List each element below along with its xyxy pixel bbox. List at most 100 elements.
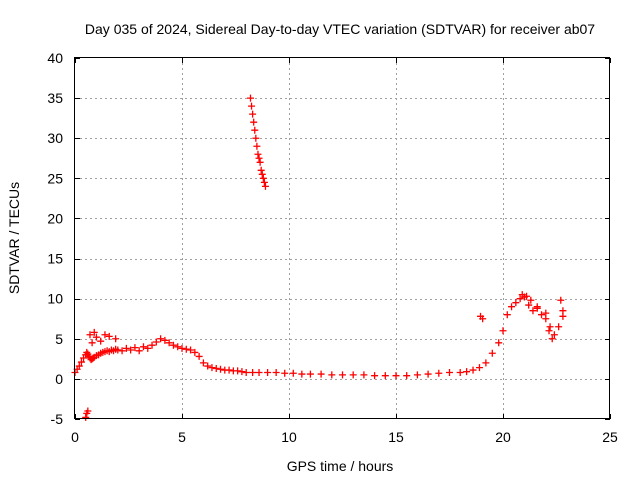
data-point (523, 292, 531, 300)
y-axis-label: SDTVAR / TECUs (6, 182, 22, 294)
data-point (191, 348, 199, 356)
data-point (199, 359, 207, 367)
data-point (328, 371, 336, 379)
data-point (165, 339, 173, 347)
data-point (381, 372, 389, 380)
data-point (559, 312, 567, 320)
data-point (253, 142, 261, 150)
data-point (97, 337, 105, 345)
data-point (255, 154, 263, 162)
data-point (254, 150, 262, 158)
data-point (82, 413, 90, 421)
data-point (261, 182, 269, 190)
data-point (252, 134, 260, 142)
data-point (118, 347, 126, 355)
data-point (157, 335, 165, 343)
data-points (71, 94, 567, 421)
data-point (112, 335, 120, 343)
data-point (529, 307, 537, 315)
data-point (182, 345, 190, 353)
y-tick-label: -5 (51, 411, 64, 427)
data-point (259, 174, 267, 182)
data-point (542, 309, 550, 317)
data-point (525, 301, 533, 309)
data-point (555, 323, 563, 331)
data-point (251, 126, 259, 134)
data-point (250, 118, 258, 126)
data-point (488, 349, 496, 357)
data-point (482, 359, 490, 367)
data-point (148, 341, 156, 349)
data-point (349, 371, 357, 379)
data-point (114, 346, 122, 354)
data-point (90, 328, 98, 336)
x-tick-label: 10 (281, 429, 297, 445)
data-point (289, 369, 297, 377)
data-point (86, 331, 94, 339)
data-point (212, 364, 220, 372)
y-tick-label: 20 (47, 210, 63, 226)
data-point (518, 291, 526, 299)
data-point (92, 333, 100, 341)
data-point (234, 367, 242, 375)
y-tick-label: 30 (47, 130, 63, 146)
data-point (495, 339, 503, 347)
data-point (557, 296, 565, 304)
data-point (257, 166, 265, 174)
data-point (127, 346, 135, 354)
data-point (249, 110, 257, 118)
y-tick-label: 35 (47, 90, 63, 106)
data-point (360, 371, 368, 379)
data-point (371, 372, 379, 380)
data-point (469, 366, 477, 374)
data-point (499, 327, 507, 335)
data-point (152, 338, 160, 346)
data-point (503, 311, 511, 319)
data-point (139, 343, 147, 351)
data-point (131, 344, 139, 352)
data-point (392, 372, 400, 380)
data-point (217, 365, 225, 373)
y-tick-label: 15 (47, 251, 63, 267)
data-point (548, 335, 556, 343)
data-point (403, 372, 411, 380)
data-point (83, 348, 91, 356)
data-point (225, 366, 233, 374)
data-point (256, 158, 264, 166)
data-point (122, 344, 130, 352)
x-tick-label: 0 (71, 429, 79, 445)
x-tick-label: 25 (602, 429, 618, 445)
data-point (516, 295, 524, 303)
data-point (550, 331, 558, 339)
data-point (512, 299, 520, 307)
data-point (258, 170, 266, 178)
data-point (527, 296, 535, 304)
data-point (178, 344, 186, 352)
y-tick-label: 40 (47, 50, 63, 66)
data-point (260, 178, 268, 186)
data-point (88, 339, 96, 347)
data-point (546, 323, 554, 331)
x-tick-label: 20 (495, 429, 511, 445)
data-point (413, 371, 421, 379)
data-point (339, 371, 346, 379)
data-point (187, 346, 195, 354)
data-point (456, 368, 464, 376)
data-point (306, 370, 314, 378)
data-point (242, 368, 250, 376)
data-point (208, 364, 216, 372)
data-point (435, 369, 443, 377)
data-point (144, 344, 152, 352)
plot-frame (74, 57, 610, 419)
x-tick-label: 15 (388, 429, 404, 445)
data-point (545, 327, 553, 335)
data-point (298, 370, 306, 378)
data-point (246, 94, 254, 102)
data-point (249, 368, 257, 376)
y-tick-label: 10 (47, 291, 63, 307)
x-tick-label: 5 (178, 429, 186, 445)
data-point (446, 368, 453, 376)
data-point (169, 341, 177, 349)
data-point (475, 364, 483, 372)
